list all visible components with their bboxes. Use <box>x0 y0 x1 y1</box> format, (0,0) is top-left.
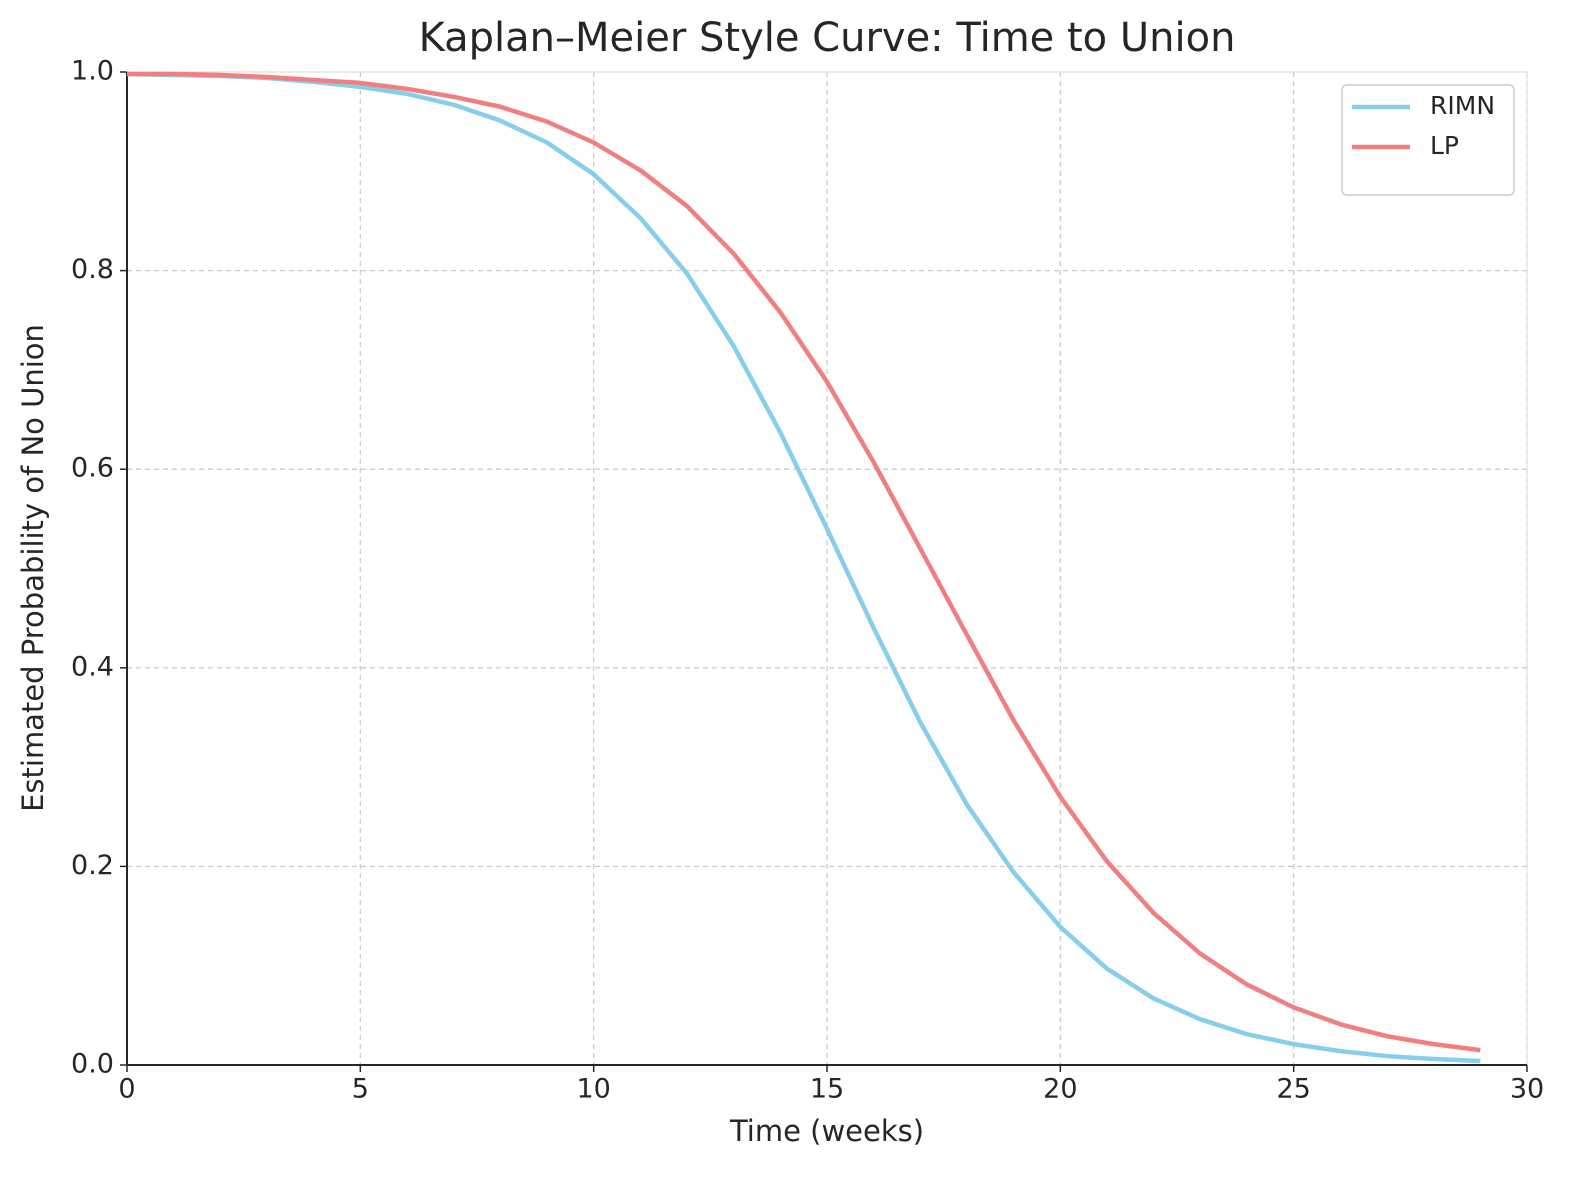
legend: RIMN LP <box>1341 84 1515 196</box>
legend-label: LP <box>1430 131 1459 160</box>
x-tick-label: 0 <box>118 1074 135 1105</box>
legend-box <box>1341 84 1515 196</box>
x-tick-label: 20 <box>1043 1074 1077 1105</box>
x-tick-label: 5 <box>352 1074 369 1105</box>
line-series <box>127 71 1481 1053</box>
y-tick-label: 0.2 <box>71 850 114 881</box>
chart-title: Kaplan–Meier Style Curve: Time to Union <box>419 15 1236 61</box>
x-tick-label: 30 <box>1510 1074 1544 1105</box>
y-tick-label: 0.4 <box>71 651 114 682</box>
x-tick-label: 15 <box>810 1074 844 1105</box>
x-axis-label: Time (weeks) <box>729 1114 924 1148</box>
y-axis-label: Estimated Probability of No Union <box>16 324 50 812</box>
y-tick-label: 1.0 <box>71 56 114 87</box>
x-tick-label: 25 <box>1276 1074 1310 1105</box>
y-tick-label: 0.0 <box>71 1049 114 1080</box>
line-series <box>126 71 1481 1064</box>
x-tick-label: 10 <box>576 1074 610 1105</box>
legend-label: RIMN <box>1430 91 1495 120</box>
y-tick-label: 0.6 <box>71 453 114 484</box>
y-tick-label: 0.8 <box>71 254 114 285</box>
